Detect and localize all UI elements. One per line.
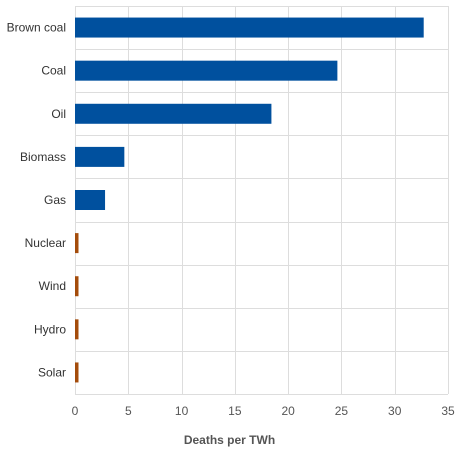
x-tick-label: 30	[388, 404, 402, 418]
category-label: Biomass	[20, 150, 66, 164]
bar	[75, 276, 79, 297]
x-tick-label: 35	[441, 404, 455, 418]
bar	[75, 362, 79, 383]
x-tick-label: 10	[175, 404, 189, 418]
category-label: Solar	[38, 365, 66, 379]
x-tick-label: 15	[228, 404, 242, 418]
bar	[75, 233, 79, 254]
category-label: Nuclear	[25, 236, 66, 250]
category-labels: Brown coal Coal Oil Biomass Gas Nuclear Wind Hy…	[7, 21, 67, 380]
category-label: Gas	[44, 193, 66, 207]
x-tick-label: 0	[72, 404, 79, 418]
bar	[75, 190, 106, 210]
grid	[75, 6, 449, 395]
bar	[75, 319, 79, 340]
bar	[75, 17, 424, 38]
category-label: Oil	[51, 107, 66, 121]
category-label: Hydro	[34, 322, 66, 336]
bar	[75, 60, 338, 81]
bar	[75, 146, 125, 167]
bar	[75, 103, 272, 124]
category-label: Coal	[41, 64, 66, 78]
category-label: Brown coal	[7, 21, 66, 35]
x-axis-title: Deaths per TWh	[184, 433, 275, 447]
x-tick-labels: 0 5 10 15 20 25 30 35	[72, 404, 455, 418]
x-tick-label: 20	[281, 404, 295, 418]
bars	[75, 17, 424, 383]
x-tick-label: 5	[125, 404, 132, 418]
category-label: Wind	[39, 279, 66, 293]
x-tick-label: 25	[335, 404, 349, 418]
